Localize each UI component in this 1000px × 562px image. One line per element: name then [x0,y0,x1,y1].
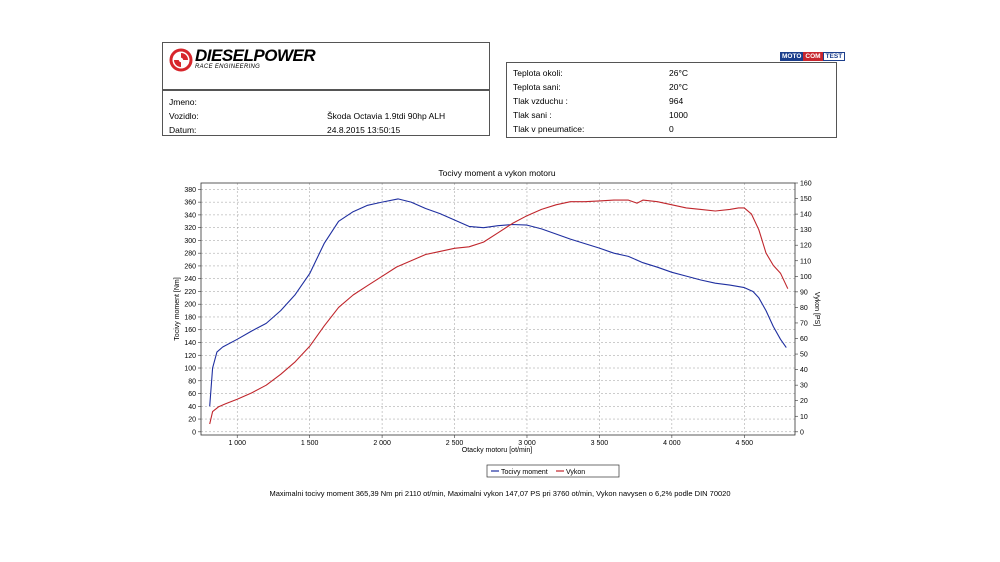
logo-box: DIESELPOWER RACE ENGINEERING [162,42,490,90]
x-axis-label: Otacky motoru [ot/min] [462,447,532,454]
info-label-name: Jmeno: [169,97,197,107]
y-tick-label-right: 90 [800,289,808,296]
y-tick-label-right: 130 [800,227,812,234]
y-tick-label-right: 100 [800,274,812,281]
x-tick-label: 3 000 [518,440,536,447]
x-tick-label: 1 500 [301,440,319,447]
cond-value-ambient-temp: 26°C [669,68,688,78]
y-tick-label-left: 60 [188,391,196,398]
x-tick-label: 2 500 [446,440,464,447]
cond-label-intake-temp: Teplota sani: [513,82,561,92]
axes-layer: 0204060801001201401601802002202402602803… [184,181,811,448]
y-tick-label-right: 10 [800,414,808,421]
x-tick-label: 1 000 [228,440,246,447]
legend-box [486,464,620,478]
y-tick-label-right: 30 [800,383,808,390]
y-tick-label-right: 120 [800,243,812,250]
cond-value-tyre-pressure: 0 [669,124,674,134]
legend: Tocivy moment Vykon [486,464,620,478]
motocom-part-a: MOTO [780,52,804,61]
y-tick-label-left: 240 [184,276,196,283]
y-tick-label-left: 140 [184,340,196,347]
x-tick-label: 4 500 [736,440,754,447]
y-tick-label-left: 20 [188,417,196,424]
vehicle-info-box: Jmeno: Vozidlo: Škoda Octavia 1.9tdi 90h… [162,90,490,136]
y-tick-label-left: 260 [184,263,196,270]
y-tick-label-right: 80 [800,305,808,312]
cond-label-air-pressure: Tlak vzduchu : [513,96,568,106]
y-tick-label-left: 340 [184,212,196,219]
y-tick-label-right: 0 [800,429,804,436]
y-axis-label-right: Vykon [PS] [813,292,820,326]
x-tick-label: 4 000 [663,440,681,447]
info-label-date: Datum: [169,125,197,135]
y-tick-label-left: 0 [192,429,196,436]
torque-series-line [209,198,787,407]
legend-label-torque: Tocivy moment [501,469,548,476]
cond-label-ambient-temp: Teplota okoli: [513,68,563,78]
y-tick-label-left: 180 [184,314,196,321]
y-tick-label-left: 160 [184,327,196,334]
y-tick-label-left: 200 [184,302,196,309]
brand-name: DIESELPOWER [195,46,316,65]
conditions-box: Teplota okoli: 26°C Teplota sani: 20°C T… [506,62,837,138]
y-tick-label-right: 50 [800,352,808,359]
y-tick-label-left: 100 [184,366,196,373]
y-tick-label-left: 120 [184,353,196,360]
brand-tagline: RACE ENGINEERING [195,64,261,70]
motocom-test-logo: MOTO COM TEST [780,52,846,61]
x-tick-label: 3 500 [591,440,609,447]
y-tick-label-left: 380 [184,187,196,194]
turbo-logo-icon [169,48,193,72]
info-label-vehicle: Vozidlo: [169,111,199,121]
info-value-date: 24.8.2015 13:50:15 [327,125,401,135]
y-tick-label-left: 300 [184,238,196,245]
chart-title: Tocivy moment a vykon motoru [438,168,555,178]
info-value-vehicle: Škoda Octavia 1.9tdi 90hp ALH [327,111,446,121]
y-tick-label-left: 40 [188,404,196,411]
y-tick-label-right: 110 [800,258,811,265]
series-layer [209,198,789,425]
power-series-line [209,199,789,425]
cond-value-air-pressure: 964 [669,96,684,106]
y-tick-label-right: 140 [800,212,812,219]
y-tick-label-right: 150 [800,196,812,203]
legend-label-power: Vykon [566,469,585,476]
y-tick-label-right: 160 [800,181,812,188]
y-tick-label-left: 220 [184,289,196,296]
plot-frame [200,182,796,436]
y-tick-label-left: 280 [184,251,196,258]
y-tick-label-right: 70 [800,320,808,327]
cond-value-intake-temp: 20°C [669,82,688,92]
y-tick-label-right: 60 [800,336,808,343]
cond-value-intake-pressure: 1000 [669,110,688,120]
y-tick-label-right: 40 [800,367,808,374]
y-tick-label-left: 360 [184,200,196,207]
x-tick-label: 2 000 [373,440,391,447]
y-tick-label-left: 320 [184,225,196,232]
motocom-part-c: TEST [822,52,846,61]
y-tick-label-left: 80 [188,378,196,385]
grid-layer [201,183,795,435]
y-axis-label-left: Tocivy moment [Nm] [174,277,181,340]
motocom-part-b: COM [803,52,823,61]
cond-label-tyre-pressure: Tlak v pneumatice: [513,124,585,134]
summary-text: Maximalni tocivy moment 365,39 Nm pri 21… [269,489,731,498]
dyno-chart: Tocivy moment a vykon motoru 0 20 40 60 80 10… [174,168,820,478]
y-tick-label-right: 20 [800,398,808,405]
cond-label-intake-pressure: Tlak sani : [513,110,552,120]
